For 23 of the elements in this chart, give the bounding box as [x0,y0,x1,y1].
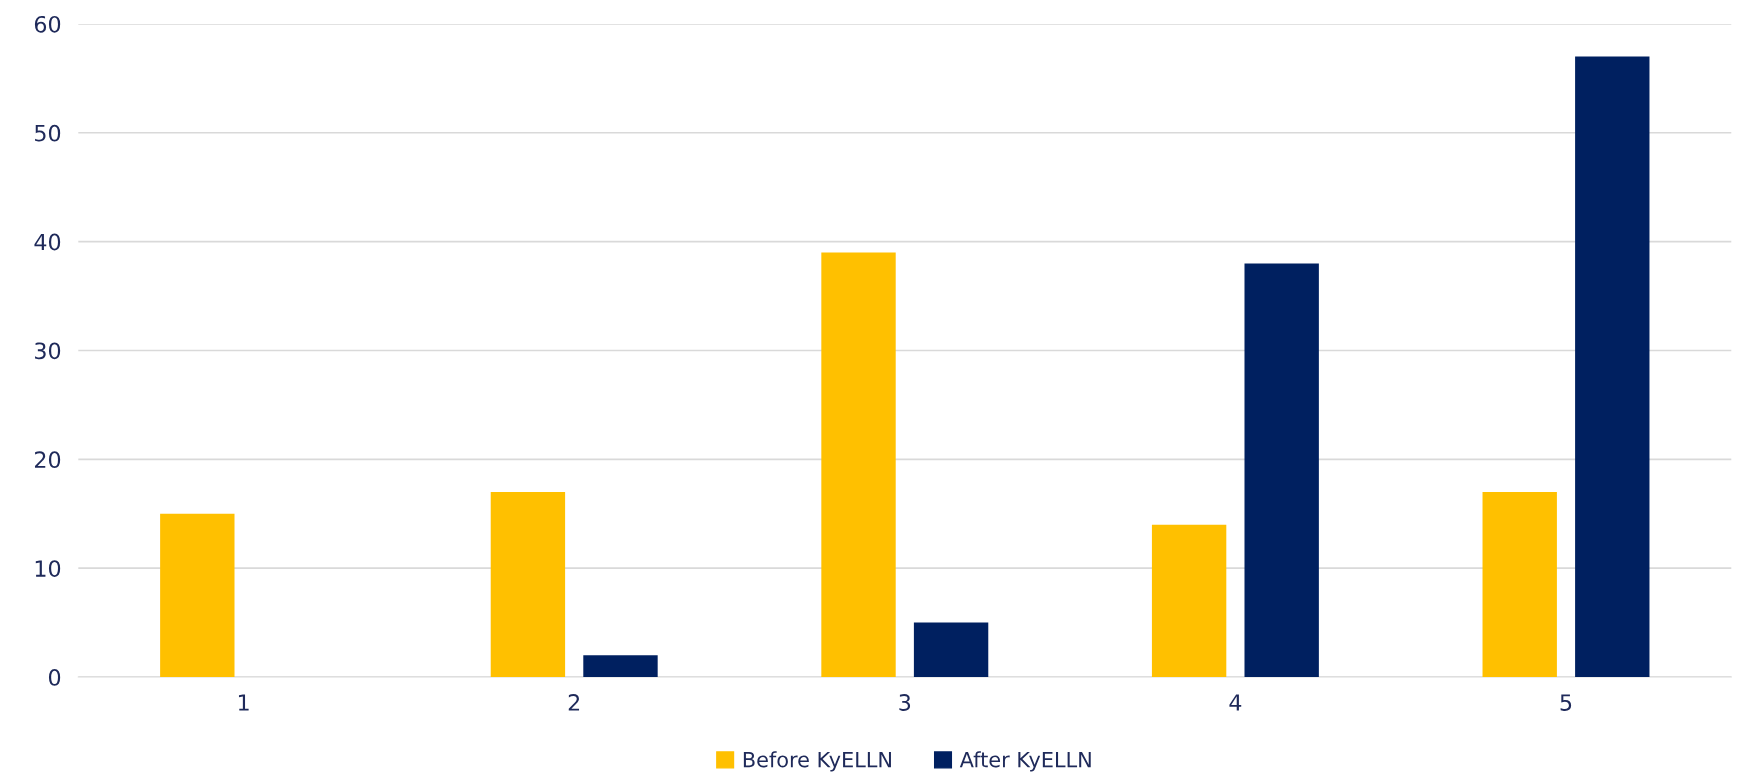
x-tick-label: 2 [568,694,580,711]
bar [1575,56,1650,678]
bar [821,252,896,678]
legend-label: After KyELLN [959,751,1091,772]
legend-label: Before KyELLN [743,751,891,772]
y-tick-label: 10 [35,560,61,577]
bar [160,513,235,678]
y-tick-label: 60 [34,15,61,33]
y-tick-label: 20 [34,451,61,469]
y-tick-label: 50 [35,124,61,142]
x-tick-label: 3 [899,694,911,711]
y-tick-label: 0 [48,668,61,686]
y-tick-label: 30 [35,342,61,360]
bar [490,492,566,678]
x-tick-label: 5 [1560,694,1572,711]
x-tick-label: 1 [238,694,249,711]
bar [1482,492,1557,678]
bar [1244,263,1319,678]
bar [1151,524,1227,678]
bar [913,622,989,678]
bar [583,655,658,678]
y-tick-label: 40 [34,233,61,251]
x-tick-label: 4 [1229,694,1242,711]
